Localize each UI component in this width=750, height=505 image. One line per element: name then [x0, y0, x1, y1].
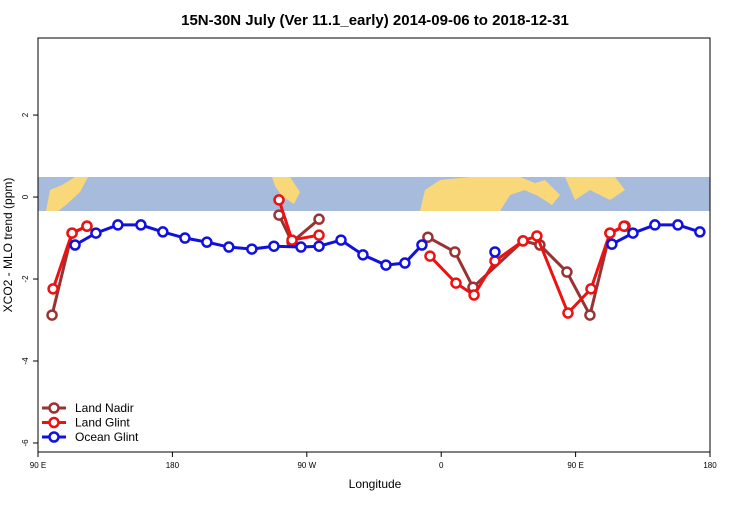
point — [604, 227, 616, 239]
point — [313, 229, 325, 241]
point — [694, 226, 706, 238]
y-tick-label: -4 — [21, 357, 30, 365]
point — [562, 307, 574, 319]
point — [313, 240, 325, 252]
x-tick-label: 90 W — [297, 461, 316, 470]
point — [46, 309, 58, 321]
point — [66, 227, 78, 239]
chart-title: 15N-30N July (Ver 11.1_early) 2014-09-06… — [181, 12, 569, 29]
point — [606, 238, 618, 250]
legend-marker — [48, 416, 60, 429]
point — [380, 259, 392, 271]
point — [584, 309, 596, 321]
point — [649, 219, 661, 231]
point — [179, 232, 191, 244]
point — [223, 241, 235, 253]
x-tick-label: 0 — [439, 461, 444, 470]
point — [531, 230, 543, 242]
point — [468, 289, 480, 301]
point — [416, 239, 428, 251]
series-line — [51, 199, 625, 316]
point — [273, 194, 285, 206]
legend-marker — [48, 431, 60, 443]
point — [135, 219, 147, 231]
x-tick-label: 90 E — [30, 461, 46, 470]
legend-label: Land Nadir — [75, 401, 134, 415]
plot-frame — [37, 37, 711, 453]
x-tick-label: 180 — [703, 461, 717, 470]
point — [489, 255, 501, 267]
y-axis-label: XCO2 - MLO trend (ppm) — [1, 178, 15, 313]
y-tick-label: 2 — [21, 112, 30, 117]
map-strip — [38, 177, 710, 211]
x-axis-label: Longitude — [349, 477, 402, 491]
y-tick-label: 0 — [21, 194, 30, 199]
point — [422, 231, 434, 243]
point — [357, 249, 369, 261]
point — [47, 283, 59, 295]
point — [246, 243, 258, 255]
point — [157, 226, 169, 238]
legend-marker — [48, 402, 60, 414]
legend-label: Ocean Glint — [75, 430, 139, 444]
point — [517, 235, 529, 247]
point — [313, 213, 325, 225]
point — [399, 257, 411, 269]
x-tick-label: 90 E — [567, 461, 583, 470]
point — [295, 241, 307, 253]
point — [449, 246, 461, 258]
point — [561, 266, 573, 278]
point — [450, 277, 462, 289]
point — [286, 234, 298, 246]
point — [618, 220, 630, 232]
point — [585, 283, 597, 295]
legend-label: Land Glint — [75, 416, 130, 430]
point — [335, 234, 347, 246]
point — [672, 219, 684, 231]
point — [81, 220, 93, 232]
point — [268, 240, 280, 252]
y-tick-label: -2 — [21, 275, 30, 283]
point — [201, 236, 213, 248]
point — [424, 250, 436, 262]
series-line — [50, 214, 626, 320]
point — [489, 246, 501, 258]
point — [69, 239, 81, 251]
x-tick-label: 180 — [166, 461, 180, 470]
point — [112, 219, 124, 231]
point — [627, 227, 639, 239]
point — [90, 227, 102, 239]
y-tick-label: -6 — [21, 439, 30, 447]
